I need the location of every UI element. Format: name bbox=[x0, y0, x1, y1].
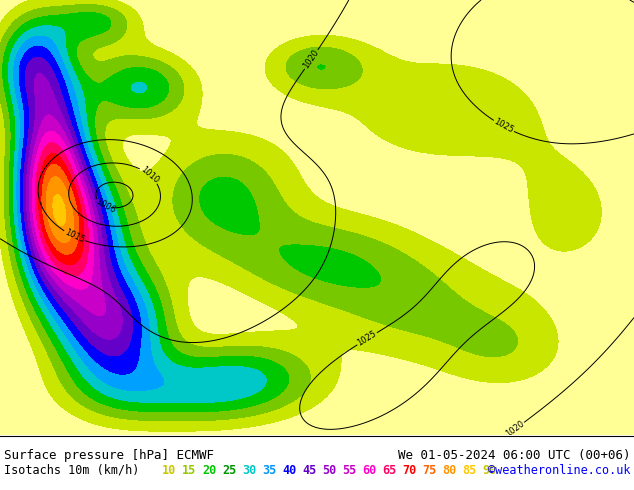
Text: 85: 85 bbox=[462, 464, 476, 477]
Text: Isotachs 10m (km/h): Isotachs 10m (km/h) bbox=[4, 464, 139, 477]
Text: 10: 10 bbox=[162, 464, 176, 477]
Text: ©weatheronline.co.uk: ©weatheronline.co.uk bbox=[488, 464, 630, 477]
Text: 80: 80 bbox=[442, 464, 456, 477]
Text: 90: 90 bbox=[482, 464, 496, 477]
Text: 50: 50 bbox=[322, 464, 336, 477]
Text: 1010: 1010 bbox=[138, 165, 160, 185]
Text: 1006: 1006 bbox=[94, 197, 117, 215]
Text: 35: 35 bbox=[262, 464, 276, 477]
Text: 25: 25 bbox=[222, 464, 236, 477]
Text: 1020: 1020 bbox=[302, 48, 321, 71]
Text: 65: 65 bbox=[382, 464, 396, 477]
Text: 45: 45 bbox=[302, 464, 316, 477]
Text: 30: 30 bbox=[242, 464, 256, 477]
Text: 1020: 1020 bbox=[503, 419, 526, 439]
Text: Surface pressure [hPa] ECMWF: Surface pressure [hPa] ECMWF bbox=[4, 449, 214, 462]
Text: 40: 40 bbox=[282, 464, 296, 477]
Text: 20: 20 bbox=[202, 464, 216, 477]
Text: 60: 60 bbox=[362, 464, 376, 477]
Text: 15: 15 bbox=[182, 464, 197, 477]
Text: We 01-05-2024 06:00 UTC (00+06): We 01-05-2024 06:00 UTC (00+06) bbox=[398, 449, 630, 462]
Text: 75: 75 bbox=[422, 464, 436, 477]
Text: 55: 55 bbox=[342, 464, 356, 477]
Text: 1025: 1025 bbox=[493, 118, 515, 135]
Text: 1025: 1025 bbox=[356, 329, 378, 348]
Text: 1015: 1015 bbox=[63, 228, 86, 245]
Text: 70: 70 bbox=[402, 464, 417, 477]
